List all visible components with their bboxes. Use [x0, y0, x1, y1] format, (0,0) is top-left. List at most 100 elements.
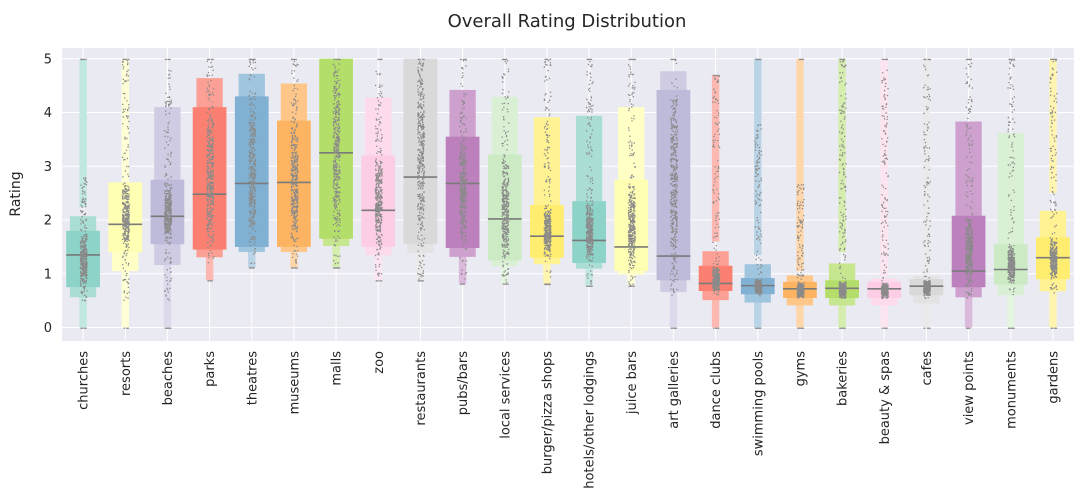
boxen-tail-lower [543, 257, 551, 284]
boxen-tail-upper [1049, 58, 1057, 194]
strip-points-path [627, 58, 636, 287]
strip-swimming-pools [754, 58, 763, 329]
strip-points-path [1049, 58, 1058, 329]
boxen-tail-upper [711, 74, 720, 242]
strip-points-path [754, 58, 763, 329]
strip-hotels-other-lodgings [585, 58, 594, 287]
strip-resorts [121, 58, 130, 329]
x-tick-label: theatres [245, 351, 260, 405]
boxen-tail-upper [922, 58, 931, 274]
boxen-tail-lower [248, 246, 256, 268]
boxen-iqr [319, 58, 353, 239]
y-tick-label: 1 [44, 267, 52, 282]
strip-points-path [923, 58, 931, 329]
boxen-tail-upper [121, 58, 129, 183]
strip-monuments [1007, 58, 1016, 329]
boxen-tail-lower [880, 297, 888, 328]
boxen-tail-upper [796, 58, 804, 272]
strip-theatres [248, 58, 257, 269]
boxen-juice-bars [614, 107, 649, 286]
x-tick-label: resorts [119, 351, 134, 396]
x-tick-label: hotels/other lodgings [583, 351, 598, 489]
strip-view-points [965, 58, 974, 329]
boxen-tail-lower [585, 263, 593, 286]
x-tick-label: churches [77, 351, 92, 410]
x-tick-label: juice bars [625, 351, 640, 415]
boxen-tail-lower [332, 238, 340, 268]
strip-points-path [1007, 58, 1016, 329]
strip-restaurants [417, 58, 425, 282]
x-tick-label: bakeries [836, 351, 851, 406]
y-tick-label: 5 [44, 52, 52, 67]
plot-area [62, 48, 1074, 341]
strip-points-path [121, 58, 130, 329]
chart-title: Overall Rating Distribution [448, 11, 687, 32]
boxen-tail-lower [458, 247, 467, 284]
x-tick-label: local services [498, 351, 513, 439]
strip-points-path [585, 58, 594, 287]
y-axis-title: Rating [8, 171, 24, 216]
x-tick-label: burger/pizza shops [540, 351, 555, 474]
strip-points-path [79, 58, 88, 329]
x-tick-label: swimming pools [751, 351, 766, 456]
strip-churches [79, 58, 88, 329]
boxen-tail-lower [627, 271, 635, 286]
strip-pubs-bars [459, 58, 468, 285]
x-tick-label: gyms [793, 351, 808, 387]
x-tick-label: art galleries [667, 351, 682, 429]
boxen-tail-upper [79, 58, 87, 207]
x-tick-label: view points [962, 351, 977, 425]
strip-beauty-spas [880, 58, 889, 329]
boxen-tail-lower [416, 244, 425, 281]
boxen-tail-lower [796, 297, 804, 328]
strip-art-galleries [670, 58, 679, 329]
x-tick-label: monuments [1004, 351, 1019, 429]
x-tick-label: cafes [920, 351, 935, 386]
y-tick-label: 4 [44, 106, 52, 121]
boxen-theatres [234, 73, 269, 268]
strip-malls [332, 58, 341, 269]
x-tick-label: beaches [161, 351, 176, 406]
strip-points-path [374, 58, 383, 282]
strip-points [79, 58, 1058, 329]
strip-dance-clubs [712, 74, 721, 329]
strip-points-path [880, 58, 889, 329]
x-tick-label: pubs/bars [456, 351, 471, 415]
boxen-restaurants [403, 58, 438, 281]
strip-points-path [965, 58, 974, 329]
strip-points-path [248, 58, 257, 269]
y-axis: 0 1 2 3 4 5 [44, 52, 52, 336]
boxen-tail-lower [163, 244, 172, 328]
strip-cafes [923, 58, 931, 329]
boxen-tail-lower [290, 246, 298, 268]
strip-points-path [712, 74, 721, 329]
boxen-tail-lower [1049, 279, 1057, 328]
x-axis: churches resorts beaches parks theatres museu… [77, 351, 1062, 489]
strip-juice-bars [627, 58, 636, 287]
x-tick-label: restaurants [414, 351, 429, 426]
x-tick-label: museums [287, 351, 302, 415]
strip-beaches [164, 58, 173, 329]
boxen-tail-lower [374, 246, 382, 281]
boxen-tail-upper [880, 58, 888, 277]
x-tick-label: malls [330, 351, 345, 386]
x-tick-label: dance clubs [709, 351, 724, 429]
boxen-tail-lower [964, 287, 973, 328]
boxen-tail-lower [121, 252, 129, 328]
x-tick-label: parks [203, 351, 218, 387]
strip-museums [290, 58, 299, 269]
boxen-tail-lower [711, 291, 720, 328]
x-tick-label: beauty & spas [878, 351, 893, 445]
boxen-iqr [951, 215, 986, 288]
boxen-tail-lower [1007, 284, 1015, 328]
strip-points-path [459, 58, 468, 285]
boxen-tail-lower [79, 287, 87, 328]
y-tick-label: 3 [44, 160, 52, 175]
x-tick-label: gardens [1046, 351, 1061, 404]
strip-local-services [501, 58, 510, 285]
strip-points-path [417, 58, 425, 282]
y-tick-label: 0 [44, 321, 52, 336]
strip-points-path [501, 58, 510, 285]
boxen-tail-lower [754, 294, 762, 328]
strip-parks [206, 58, 215, 282]
